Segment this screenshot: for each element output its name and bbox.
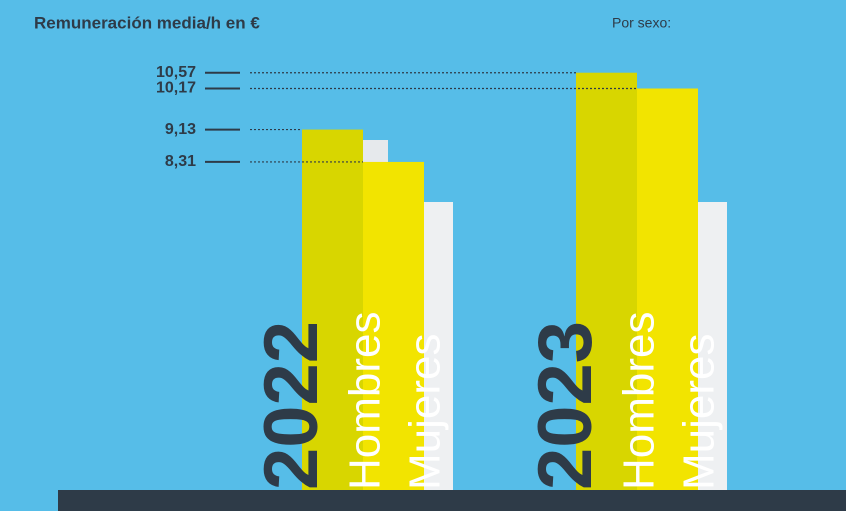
value-label: 10,57 [156, 64, 196, 81]
bar [637, 88, 698, 490]
series-label: Mujeres [401, 334, 450, 491]
bar [363, 161, 424, 490]
bar [576, 72, 637, 490]
series-label: Mujeres [675, 334, 724, 491]
category-label: 2023 [523, 321, 608, 490]
chart-subtitle: Por sexo: [612, 15, 671, 31]
value-label: 9,13 [165, 121, 196, 138]
shadow-bar [698, 202, 727, 490]
bar [302, 129, 363, 490]
category-label: 2022 [249, 321, 334, 490]
series-label: Hombres [615, 312, 664, 491]
base-band [58, 490, 846, 511]
shadow-bar [424, 202, 453, 490]
value-label: 10,17 [156, 80, 196, 97]
series-label: Hombres [341, 312, 390, 491]
value-label: 8,31 [165, 153, 196, 170]
chart-title: Remuneración media/h en € [34, 13, 260, 32]
